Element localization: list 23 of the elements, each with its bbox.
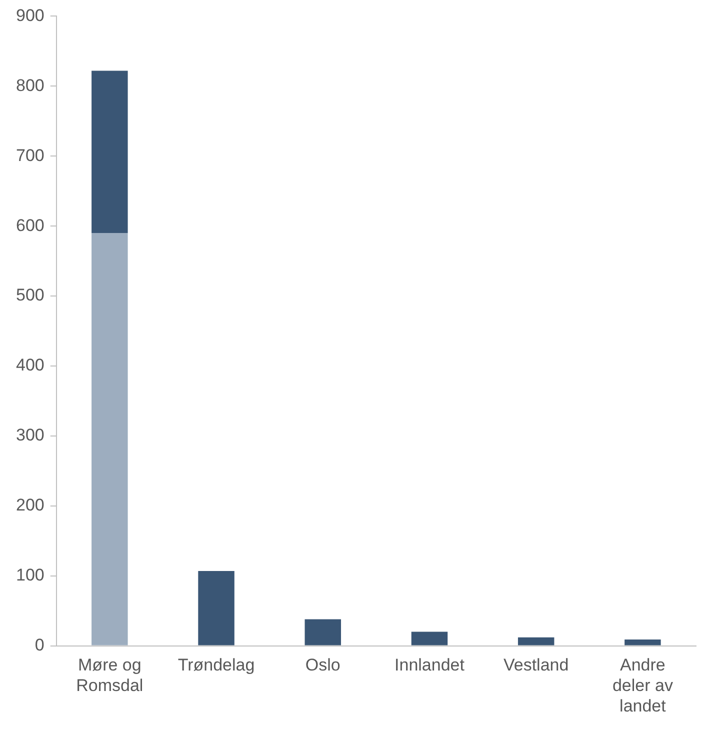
- y-tick-label: 0: [34, 635, 44, 654]
- bar: [92, 233, 128, 646]
- y-tick-label: 700: [16, 146, 44, 165]
- bar: [624, 640, 661, 646]
- bar: [304, 619, 341, 646]
- y-tick-label: 200: [16, 496, 44, 515]
- y-tick-label: 900: [16, 6, 44, 25]
- bar: [198, 570, 234, 646]
- y-tick-label: 500: [16, 286, 44, 305]
- x-tick-label: Andre deler av landet: [612, 656, 674, 716]
- y-tick-label: 800: [16, 76, 44, 95]
- bar: [411, 632, 448, 646]
- x-tick-label: Trøndelag: [178, 656, 255, 675]
- bar: [92, 70, 128, 234]
- y-tick-label: 600: [16, 216, 44, 235]
- x-tick-label: Innlandet: [394, 656, 465, 675]
- y-tick-label: 400: [16, 356, 44, 375]
- x-tick-label: Vestland: [503, 656, 569, 675]
- x-tick-label: Oslo: [305, 656, 340, 675]
- bar: [518, 637, 554, 646]
- y-tick-label: 300: [16, 426, 44, 445]
- y-tick-label: 100: [16, 566, 44, 585]
- x-tick-label: Møre og Romsdal: [76, 656, 144, 696]
